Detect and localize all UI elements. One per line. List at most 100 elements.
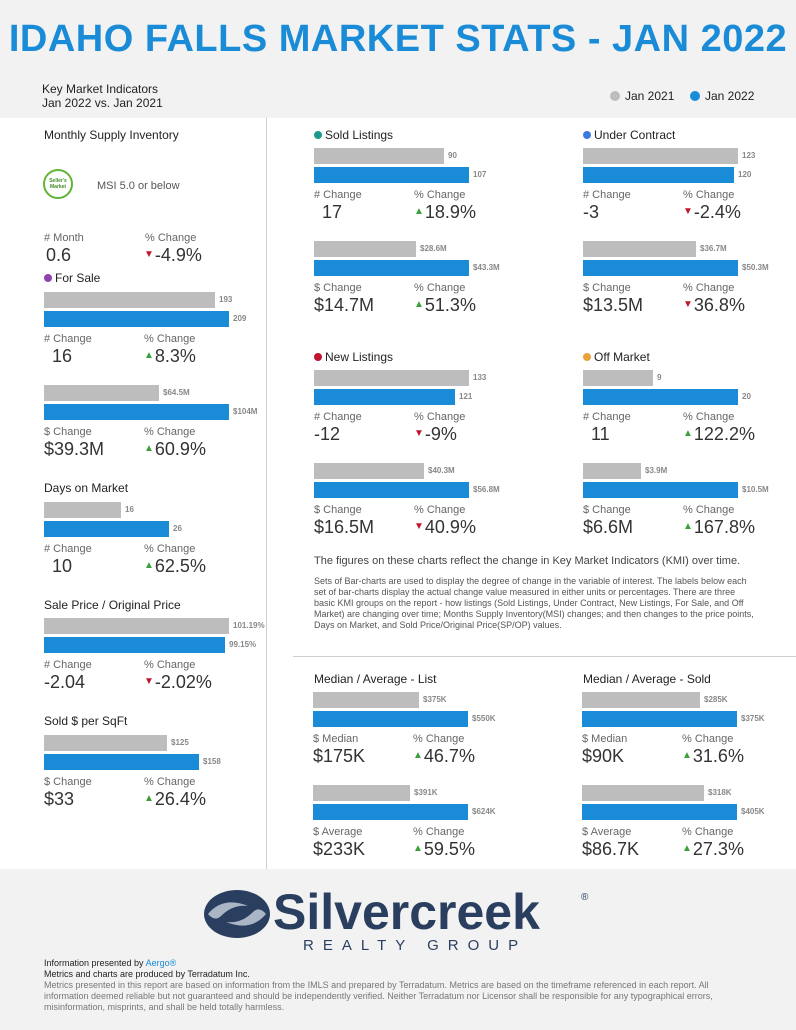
metric-change-value: -2.04 — [44, 672, 86, 692]
legend-swatch-2021 — [610, 91, 620, 101]
logo-registered-mark: ® — [581, 892, 589, 903]
msi-month-value: 0.6 — [46, 245, 72, 265]
percent-change-label: % Change — [144, 333, 196, 345]
metric-change-value: $14.7M — [314, 295, 375, 315]
metric-change-label: $ Change — [314, 282, 362, 294]
metric-change-label: $ Median — [313, 733, 359, 745]
bar-jan-2021 — [583, 370, 653, 386]
bar-jan-2022 — [44, 754, 199, 770]
bar-jan-2022 — [314, 167, 469, 183]
down-triangle-icon: ▼ — [683, 299, 693, 310]
bar-jan-2021 — [583, 148, 738, 164]
logo-name: Silvercreek — [273, 884, 540, 940]
percent-change-label: % Change — [144, 426, 196, 438]
bar-label-jan-2022: $43.3M — [473, 263, 500, 272]
bar-label-jan-2022: $375K — [741, 714, 765, 723]
bar-label-jan-2022: $405K — [741, 807, 765, 816]
notes-summary: The figures on these charts reflect the … — [314, 555, 741, 567]
legend-item-2022: Jan 2022 — [690, 89, 754, 103]
footer-disclaimer: Metrics presented in this report are bas… — [44, 980, 713, 1012]
section-title-sold-per-sqft: Sold $ per SqFt — [44, 714, 128, 728]
percent-change-text: 36.8% — [693, 295, 745, 315]
msi-change-value: ▼-4.9% — [144, 245, 202, 266]
aergo-link[interactable]: Aergo® — [145, 958, 177, 968]
msi-change-label: % Change — [145, 232, 197, 244]
bar-label-jan-2021: $285K — [704, 695, 728, 704]
up-triangle-icon: ▲ — [414, 206, 424, 217]
bar-label-jan-2021: $125 — [171, 738, 189, 747]
msi-change-text: -4.9% — [154, 245, 202, 265]
footer-presented-prefix: Information presented by — [44, 958, 146, 968]
percent-change-value: ▲51.3% — [414, 295, 476, 316]
metric-change-label: $ Change — [44, 426, 92, 438]
legend-label-2022: Jan 2022 — [705, 89, 755, 103]
percent-change-text: 40.9% — [424, 517, 476, 537]
up-triangle-icon: ▲ — [144, 560, 154, 571]
section-title-text: New Listings — [325, 350, 394, 364]
bar-label-jan-2022: 99.15% — [229, 640, 257, 649]
kmi-caption: Key Market Indicators Jan 2022 vs. Jan 2… — [42, 82, 163, 110]
section-title-sale-price: Sale Price / Original Price — [44, 598, 181, 612]
percent-change-label: % Change — [683, 189, 735, 201]
bar-jan-2022 — [583, 167, 734, 183]
percent-change-text: -9% — [424, 424, 457, 444]
bar-jan-2022 — [313, 804, 468, 820]
metric-change-value: $13.5M — [583, 295, 644, 315]
bar-label-jan-2021: 193 — [219, 295, 233, 304]
legend-label-2021: Jan 2021 — [625, 89, 675, 103]
kmi-line-1: Key Market Indicators — [42, 82, 159, 96]
swoosh-emblem-icon — [204, 890, 270, 938]
percent-change-value: ▼-2.02% — [144, 672, 212, 693]
percent-change-text: 26.4% — [154, 789, 206, 809]
metric-change-label: $ Change — [583, 282, 631, 294]
up-triangle-icon: ▲ — [682, 843, 692, 854]
metric-change-label: # Change — [44, 659, 92, 671]
bar-label-jan-2021: $3.9M — [645, 466, 668, 475]
metric-change-value: -3 — [583, 202, 600, 222]
bar-jan-2022 — [44, 404, 229, 420]
metric-change-label: # Change — [44, 543, 92, 555]
percent-change-text: -2.4% — [693, 202, 741, 222]
bar-jan-2022 — [583, 482, 738, 498]
bar-jan-2022 — [583, 389, 738, 405]
up-triangle-icon: ▲ — [682, 750, 692, 761]
section-title-off-market: Off Market — [583, 350, 650, 364]
bar-jan-2021 — [44, 292, 215, 308]
bar-jan-2021 — [44, 735, 167, 751]
bar-label-jan-2022: $550K — [472, 714, 496, 723]
bar-jan-2022 — [582, 711, 737, 727]
bar-label-jan-2022: 26 — [173, 524, 182, 533]
metric-change-label: $ Median — [582, 733, 628, 745]
section-dot-icon — [314, 131, 322, 139]
bar-jan-2022 — [582, 804, 737, 820]
section-title-under-contract: Under Contract — [583, 128, 675, 142]
percent-change-value: ▲27.3% — [682, 839, 744, 860]
msi-title: Monthly Supply Inventory — [44, 128, 179, 142]
metric-change-value: -12 — [314, 424, 341, 444]
bar-label-jan-2021: $28.6M — [420, 244, 447, 253]
percent-change-label: % Change — [414, 189, 466, 201]
bar-jan-2021 — [583, 241, 696, 257]
bar-label-jan-2022: 20 — [742, 392, 751, 401]
section-title-new-listings: New Listings — [314, 350, 393, 364]
bar-label-jan-2022: $10.5M — [742, 485, 769, 494]
bar-label-jan-2022: $104M — [233, 407, 258, 416]
percent-change-value: ▼36.8% — [683, 295, 745, 316]
metric-change-label: $ Average — [313, 826, 363, 838]
footer-band — [0, 869, 796, 1030]
down-triangle-icon: ▼ — [414, 428, 424, 439]
up-triangle-icon: ▲ — [413, 750, 423, 761]
percent-change-value: ▲62.5% — [144, 556, 206, 577]
up-triangle-icon: ▲ — [144, 350, 154, 361]
metric-change-value: $39.3M — [44, 439, 105, 459]
bar-label-jan-2022: $624K — [472, 807, 496, 816]
percent-change-label: % Change — [682, 826, 734, 838]
bar-jan-2022 — [583, 260, 738, 276]
bar-jan-2021 — [583, 463, 641, 479]
legend-swatch-2022 — [690, 91, 700, 101]
percent-change-value: ▲46.7% — [413, 746, 475, 767]
percent-change-label: % Change — [414, 411, 466, 423]
metric-change-label: $ Change — [314, 504, 362, 516]
percent-change-label: % Change — [683, 282, 735, 294]
metric-change-value: 10 — [52, 556, 73, 576]
